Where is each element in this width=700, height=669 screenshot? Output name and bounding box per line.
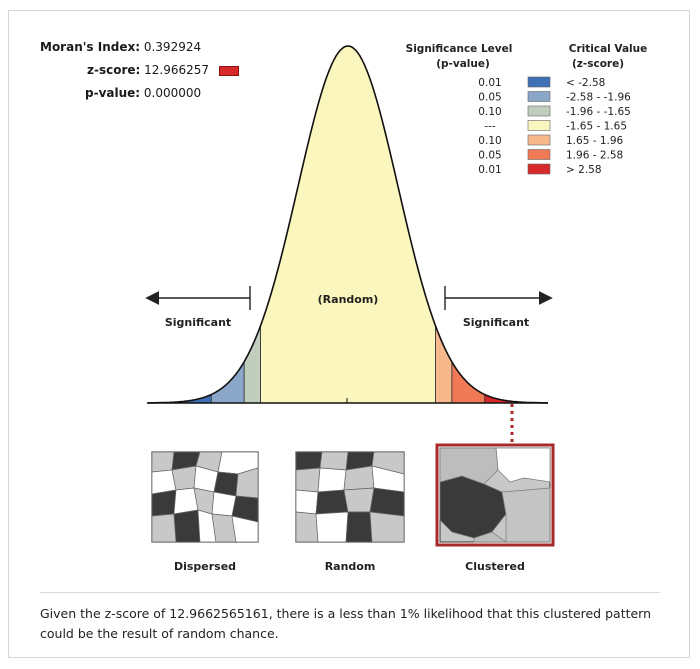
- legend-swatch: [527, 105, 551, 117]
- region-random: [260, 46, 436, 403]
- bell-curve: [148, 45, 548, 404]
- legend-z-range: 1.65 - 1.96: [566, 135, 624, 147]
- random-label: (Random): [318, 293, 379, 306]
- legend-z-range: > 2.58: [566, 164, 602, 176]
- morans-index-value: 0.392924: [143, 40, 202, 54]
- legend-p-value: 0.05: [478, 150, 501, 162]
- legend-p-value: 0.10: [478, 106, 501, 118]
- p-value-row: p-value: 0.000000: [85, 86, 201, 100]
- sig-level-header: Significance Level: [406, 43, 513, 55]
- legend-p-value: 0.05: [478, 92, 501, 104]
- clustered-map: [435, 443, 555, 547]
- z-score-header: (z-score): [572, 58, 624, 70]
- region-boundaries: [210, 325, 486, 403]
- legend-p-value: 0.01: [478, 77, 501, 89]
- legend-swatch: [527, 120, 551, 131]
- z-score-swatch: [218, 65, 239, 76]
- z-score-row: z-score: 12.966257: [87, 63, 239, 77]
- legend-swatch: [527, 149, 551, 160]
- p-value-header: (p-value): [436, 58, 490, 70]
- morans-index-label: Moran's Index:: [40, 40, 141, 54]
- result-caption: Given the z-score of 12.9662565161, ther…: [40, 606, 652, 641]
- legend-swatch: [527, 134, 551, 146]
- morans-index-row: Moran's Index: 0.392924: [40, 40, 201, 54]
- dispersed-map: [151, 451, 259, 543]
- legend-swatch: [527, 76, 551, 88]
- z-score-value: 12.966257: [144, 63, 210, 77]
- p-value-value: 0.000000: [143, 86, 202, 100]
- clustered-label: Clustered: [465, 560, 525, 573]
- legend-z-range: -1.65 - 1.65: [566, 121, 627, 133]
- legend-z-range: < -2.58: [566, 77, 605, 89]
- legend-z-range: -2.58 - -1.96: [566, 92, 631, 104]
- right-significant-label: Significant: [463, 316, 529, 329]
- legend-z-range: 1.96 - 2.58: [566, 150, 623, 162]
- left-significant-label: Significant: [165, 316, 231, 329]
- caption-divider: [40, 592, 660, 593]
- region-left-005: [211, 46, 245, 403]
- region-right-010: [435, 46, 452, 403]
- region-left-001: [148, 46, 212, 403]
- legend-z-range: -1.96 - -1.65: [566, 106, 631, 118]
- z-score-label: z-score:: [87, 63, 141, 77]
- legend-p-value: ---: [484, 121, 496, 133]
- legend-swatch: [527, 163, 551, 175]
- random-pattern-label: Random: [325, 560, 376, 573]
- legend-swatch: [527, 91, 551, 102]
- legend-p-value: 0.01: [478, 164, 501, 176]
- dispersed-label: Dispersed: [174, 560, 236, 573]
- critical-value-header: Critical Value: [569, 43, 648, 55]
- p-value-label: p-value:: [85, 86, 141, 100]
- legend-p-value: 0.10: [478, 135, 501, 147]
- random-map: [295, 451, 405, 543]
- legend: Significance Level (p-value) Critical Va…: [406, 43, 648, 176]
- region-left-010: [244, 46, 261, 403]
